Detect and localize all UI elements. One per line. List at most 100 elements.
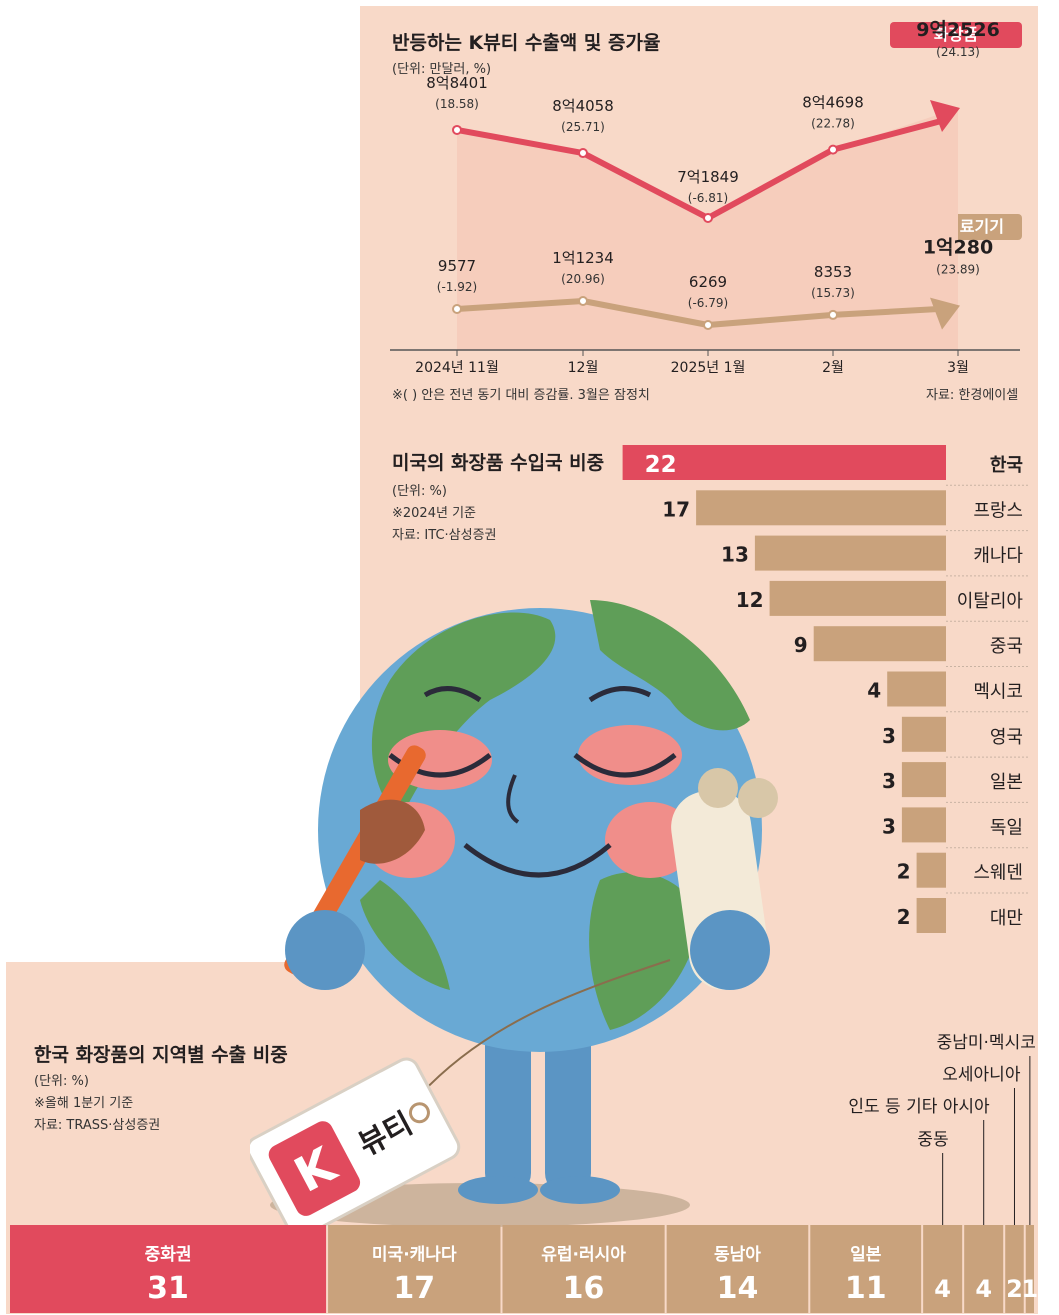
rate-label: (-6.81) (688, 191, 728, 205)
line-chart: 8억8401 (18.58) 8억4058 (25.71) 7억1849 (-6.81) 8… (390, 19, 1020, 376)
data-point (578, 148, 588, 159)
us-import-bar-chart: 22 한국 17 프랑스 13 캐나다 12 이탈리아 9 중국 4 멕시코 3 영국 3 일본 3 독일 2 스웨덴… (622, 445, 1030, 933)
region-label: 중동 (917, 1130, 948, 1150)
rate-label: (15.73) (811, 286, 855, 300)
value-label: 7억1849 (677, 168, 739, 186)
data-point (828, 144, 838, 155)
bar-value: 2 (897, 860, 911, 884)
rate-label: (23.89) (936, 263, 980, 277)
rate-label: (24.13) (936, 45, 980, 59)
region-value: 11 (845, 1271, 887, 1306)
x-tick-label: 3월 (947, 360, 969, 376)
data-point (828, 309, 838, 320)
value-label: 6269 (689, 273, 727, 291)
bar-chart-title: 미국의 화장품 수입국 비중 (392, 452, 605, 474)
value-label: 8억4698 (802, 94, 864, 112)
region-chart-title: 한국 화장품의 지역별 수출 비중 (34, 1044, 288, 1066)
region-label: 인도 등 기타 아시아 (848, 1097, 990, 1117)
bar-category: 중국 (990, 636, 1023, 657)
rate-label: (-1.92) (437, 280, 477, 294)
bar (622, 445, 946, 480)
value-label: 8억4058 (552, 97, 614, 115)
data-point (703, 320, 713, 330)
line-chart-note: ※( ) 안은 전년 동기 대비 증감률. 3월은 잠정치 (392, 388, 650, 403)
region-label: 오세아니아 (942, 1065, 1021, 1085)
region-value: 14 (717, 1271, 759, 1306)
rate-label: (18.58) (435, 97, 479, 111)
region-label: 일본 (850, 1245, 882, 1265)
bar-category: 대만 (990, 908, 1023, 929)
region-segment (810, 1225, 922, 1313)
bar-value: 4 (867, 679, 881, 703)
bar-category: 독일 (990, 817, 1023, 838)
bar (916, 898, 946, 933)
region-value: 17 (393, 1271, 435, 1306)
x-tick-label: 2024년 11월 (415, 360, 499, 376)
series-arrow-1 (930, 297, 960, 330)
bar (901, 807, 946, 843)
x-tick-label: 12월 (568, 360, 599, 376)
bar-category: 이탈리아 (957, 591, 1024, 612)
bar (901, 762, 946, 798)
region-segment (1005, 1225, 1024, 1313)
region-value: 16 (563, 1271, 605, 1306)
region-segment (1025, 1225, 1034, 1313)
region-stacked-bar: 중화권 31 미국·캐나다 17 유럽·러시아 16 동남아 14 일본 11 4 중동 4 인도 등 기… (10, 1033, 1039, 1313)
region-label: 미국·캐나다 (372, 1245, 457, 1265)
region-segment (666, 1225, 809, 1313)
region-label: 동남아 (714, 1245, 761, 1265)
line-chart-title: 반등하는 K뷰티 수출액 및 증가율 (392, 32, 661, 54)
line-chart-unit: (단위: 만달러, %) (392, 62, 492, 77)
value-label: 1억280 (923, 237, 993, 259)
region-value: 1 (1022, 1275, 1039, 1303)
bar (754, 535, 946, 571)
x-tick-label: 2025년 1월 (671, 360, 746, 376)
bar (916, 852, 946, 888)
region-segment (328, 1225, 501, 1313)
cosmetics-area (457, 108, 958, 350)
data-point (578, 296, 588, 306)
bar-chart-unit: (단위: %) (392, 484, 447, 499)
region-chart-note: ※올해 1분기 기준 (34, 1096, 134, 1111)
data-point (703, 213, 713, 223)
bar (901, 716, 946, 752)
bar-category: 한국 (990, 455, 1023, 476)
bar (887, 671, 946, 707)
bar-category: 영국 (990, 727, 1023, 748)
region-segment (502, 1225, 665, 1313)
series-arrow-0 (930, 100, 960, 132)
region-label: 중남미·멕시코 (937, 1033, 1036, 1053)
x-tick-label: 2월 (822, 360, 844, 376)
bar-category: 일본 (990, 772, 1023, 793)
bar-category: 캐나다 (973, 546, 1023, 567)
bar-chart-note: ※2024년 기준 (392, 506, 476, 521)
rate-label: (22.78) (811, 117, 855, 131)
region-value: 4 (975, 1275, 992, 1303)
region-value: 31 (147, 1271, 189, 1306)
globe-illustration: K 뷰티 (250, 600, 778, 1239)
bar-value: 9 (794, 633, 808, 657)
bar-chart-source: 자료: ITC·삼성증권 (392, 528, 497, 543)
bar-value: 3 (882, 814, 896, 838)
value-label: 9억2526 (916, 19, 1000, 41)
bar-value: 3 (882, 769, 896, 793)
bar (813, 626, 946, 662)
value-label: 8353 (814, 263, 852, 281)
bar (696, 490, 946, 526)
data-point (452, 304, 462, 315)
bar-value: 2 (897, 905, 911, 929)
value-label: 8억8401 (426, 74, 488, 92)
region-chart-source: 자료: TRASS·삼성증권 (34, 1118, 161, 1133)
bar-category: 스웨덴 (973, 863, 1023, 884)
data-point (452, 124, 462, 135)
region-segment (964, 1225, 1004, 1313)
bar-value: 22 (645, 452, 677, 478)
rate-label: (20.96) (561, 272, 605, 286)
region-label: 유럽·러시아 (541, 1245, 626, 1265)
bar-category: 프랑스 (973, 500, 1023, 521)
bar-value: 13 (721, 543, 749, 567)
bar-value: 12 (736, 588, 764, 612)
bar-value: 3 (882, 724, 896, 748)
region-segment (923, 1225, 963, 1313)
rate-label: (25.71) (561, 120, 605, 134)
